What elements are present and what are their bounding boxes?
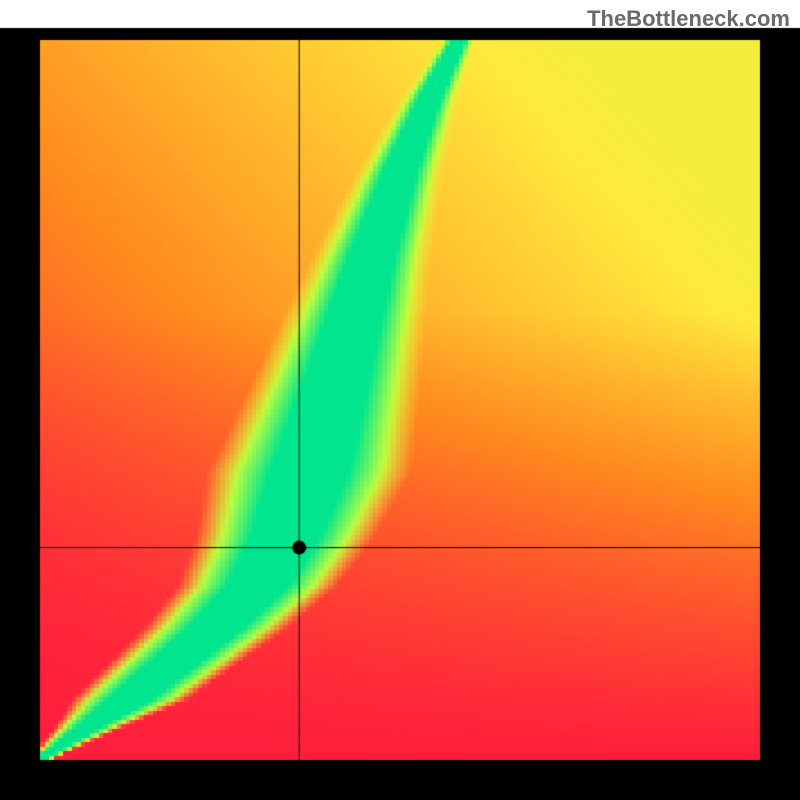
heatmap-canvas <box>0 0 800 800</box>
root: TheBottleneck.com <box>0 0 800 800</box>
watermark-text: TheBottleneck.com <box>587 6 790 32</box>
